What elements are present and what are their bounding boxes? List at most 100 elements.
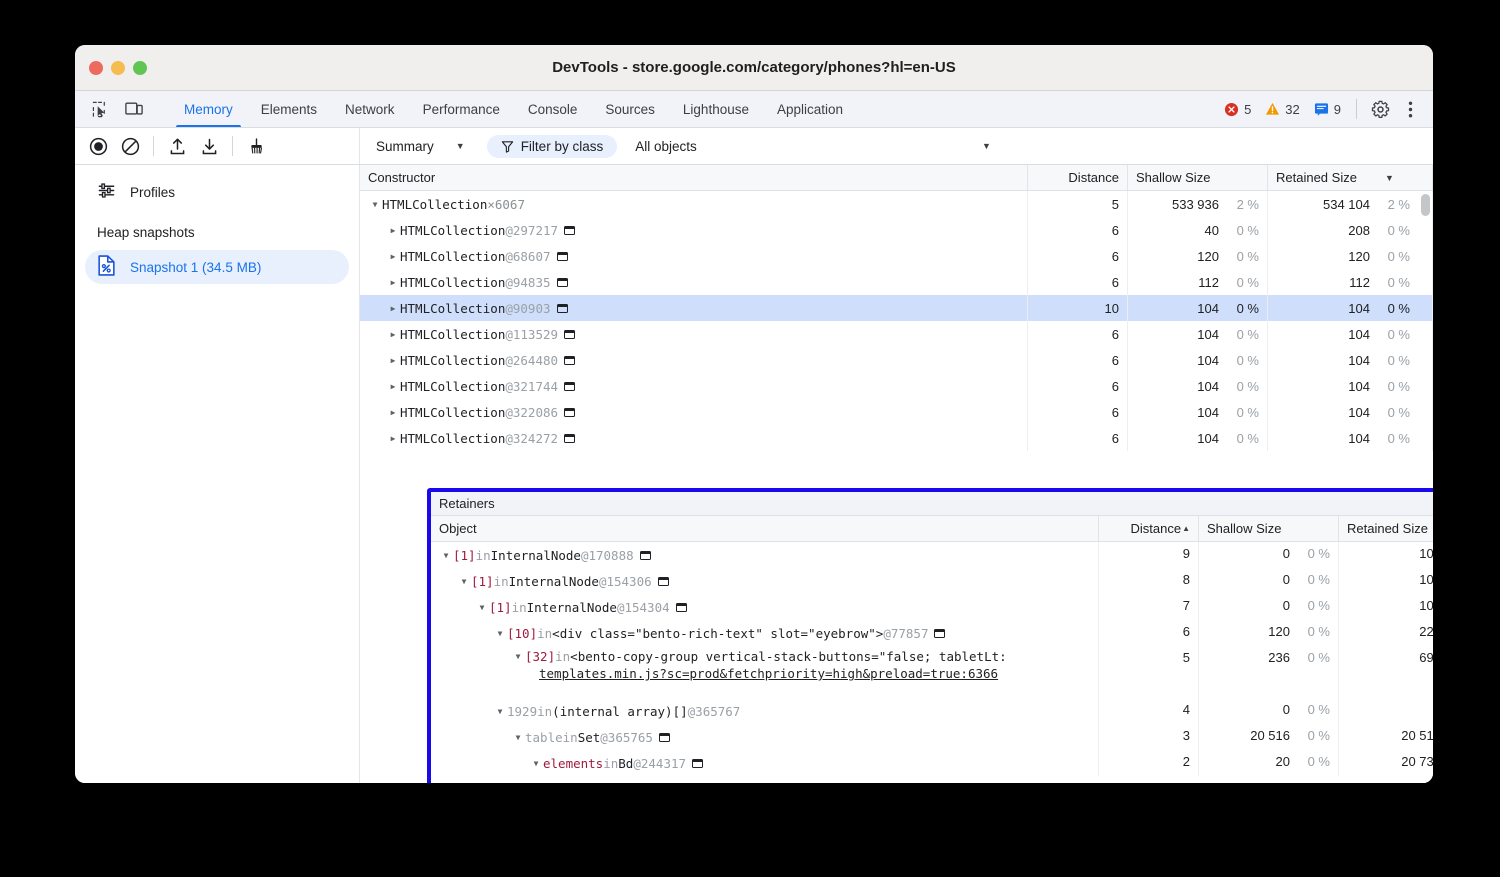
sidebar-item-profiles[interactable]: Profiles [85,175,349,209]
table-row[interactable]: ▶ HTMLCollection @297217 6 40 0 % 208 0 % [360,217,1433,243]
triangle-collapsed-icon[interactable]: ▶ [390,355,396,365]
inspect-cursor-icon[interactable] [87,96,113,122]
objects-select-chevron-down-icon[interactable]: ▼ [982,141,991,151]
table-row[interactable]: ▶ HTMLCollection @264480 6 104 0 % 104 0 % [360,347,1433,373]
distance-cell: 6 [1028,347,1128,373]
tab-elements[interactable]: Elements [247,91,331,127]
record-circle-icon[interactable] [83,132,113,160]
source-link[interactable]: templates.min.js?sc=prod&fetchpriority=h… [539,666,999,681]
device-toolbar-icon[interactable] [121,96,147,122]
triangle-collapsed-icon[interactable]: ▶ [390,303,396,313]
upload-arrow-icon[interactable] [162,132,192,160]
triangle-collapsed-icon[interactable]: ▶ [390,407,396,417]
triangle-collapsed-icon[interactable]: ▶ [390,329,396,339]
tab-performance[interactable]: Performance [409,91,514,127]
triangle-expanded-icon[interactable]: ▼ [533,758,539,768]
maximize-window-button[interactable] [133,60,147,75]
tab-sources[interactable]: Sources [591,91,669,127]
triangle-expanded-icon[interactable]: ▼ [515,652,521,661]
triangle-expanded-icon[interactable]: ▼ [479,602,485,612]
table-row[interactable]: ▶ HTMLCollection @321744 6 104 0 % 104 0 % [360,373,1433,399]
close-window-button[interactable] [89,60,103,75]
download-arrow-icon[interactable] [194,132,224,160]
constructor-cell: ▶ HTMLCollection @264480 [360,347,1028,373]
column-header-shallow-size[interactable]: Shallow Size [1199,516,1339,541]
table-row[interactable]: ▶ HTMLCollection @68607 6 120 0 % 120 0 % [360,243,1433,269]
triangle-expanded-icon[interactable]: ▼ [515,732,521,742]
memory-toolbar: Summary ▼ Filter by class All objects ▼ [75,128,1433,165]
table-row[interactable]: ▶ HTMLCollection @113529 6 104 0 % 104 0 % [360,321,1433,347]
table-row[interactable]: ▶ HTMLCollection @324272 6 104 0 % 104 0 % [360,425,1433,451]
distance-cell: 6 [1028,425,1128,451]
triangle-collapsed-icon[interactable]: ▶ [390,225,396,235]
triangle-expanded-icon[interactable]: ▼ [372,199,378,209]
table-row[interactable]: ▼ [32] in <bento-copy-group vertical-stac… [431,646,1433,698]
tab-application[interactable]: Application [763,91,857,127]
triangle-collapsed-icon[interactable]: ▶ [390,277,396,287]
shallow-size-cell: 40 0 % [1128,217,1268,243]
table-row[interactable]: ▶ HTMLCollection @94835 6 112 0 % 112 0 % [360,269,1433,295]
minimize-window-button[interactable] [111,60,125,75]
window-title: DevTools - store.google.com/category/pho… [552,59,956,76]
column-header-distance[interactable]: Distance [1028,165,1128,190]
table-row[interactable]: ▼ HTMLCollection ×6067 5 533 936 2 % 534 104 2… [360,191,1433,217]
column-header-distance[interactable]: Distance ▲ [1099,516,1199,541]
column-header-retained-size[interactable]: Retained Size [1339,516,1433,541]
error-counter[interactable]: 5 [1219,102,1256,117]
table-row[interactable]: ▼ 1929 in (internal array)[] @365767 4 0 0 %… [431,698,1433,724]
memory-toolbar-actions [75,128,360,164]
triangle-collapsed-icon[interactable]: ▶ [390,381,396,391]
shallow-size-cell: 20 0 % [1199,750,1339,776]
shallow-size-cell: 236 0 % [1199,646,1339,698]
view-select[interactable]: Summary ▼ [370,136,471,157]
column-header-retained-size[interactable]: Retained Size ▼ [1268,165,1433,190]
shallow-size-cell: 104 0 % [1128,399,1268,425]
window-titlebar: DevTools - store.google.com/category/pho… [75,45,1433,91]
panel-tabs: Memory Elements Network Performance Cons… [170,91,857,127]
column-header-object[interactable]: Object [431,516,1099,541]
tab-lighthouse[interactable]: Lighthouse [669,91,763,127]
tab-memory[interactable]: Memory [170,91,247,127]
distance-cell: 6 [1099,620,1199,646]
tab-console[interactable]: Console [514,91,592,127]
devtools-window: DevTools - store.google.com/category/pho… [75,45,1433,783]
column-header-shallow-size[interactable]: Shallow Size [1128,165,1268,190]
triangle-collapsed-icon[interactable]: ▶ [390,251,396,261]
triangle-expanded-icon[interactable]: ▼ [443,550,449,560]
triangle-expanded-icon[interactable]: ▼ [461,576,467,586]
triangle-expanded-icon[interactable]: ▼ [497,706,503,716]
triangle-expanded-icon[interactable]: ▼ [497,628,503,638]
filter-by-class-button[interactable]: Filter by class [486,134,618,158]
object-cell: ▼ table in Set @365765 [431,724,1099,750]
triangle-collapsed-icon[interactable]: ▶ [390,433,396,443]
info-counter[interactable]: 9 [1309,102,1346,117]
distance-cell: 6 [1028,373,1128,399]
error-count-label: 5 [1244,101,1252,117]
tab-network[interactable]: Network [331,91,409,127]
sidebar-item-snapshot-1[interactable]: Snapshot 1 (34.5 MB) [85,250,349,284]
constructor-cell: ▶ HTMLCollection @297217 [360,217,1028,243]
distance-cell: 7 [1099,594,1199,620]
warning-counter[interactable]: 32 [1260,102,1304,117]
table-row[interactable]: ▶ HTMLCollection @90903 10 104 0 % 104 0 % [360,295,1433,321]
constructors-scrollbar-thumb[interactable] [1421,194,1430,216]
gear-icon[interactable] [1367,96,1393,122]
kebab-menu-icon[interactable] [1397,96,1423,122]
broom-icon[interactable] [241,132,271,160]
table-row[interactable]: ▶ HTMLCollection @322086 6 104 0 % 104 0 % [360,399,1433,425]
column-header-constructor[interactable]: Constructor [360,165,1028,190]
objects-select-label[interactable]: All objects [635,138,697,154]
table-row[interactable]: ▼ [10] in <div class="bento-rich-text" sl… [431,620,1433,646]
no-entry-clear-icon[interactable] [115,132,145,160]
window-object-icon [556,251,568,261]
